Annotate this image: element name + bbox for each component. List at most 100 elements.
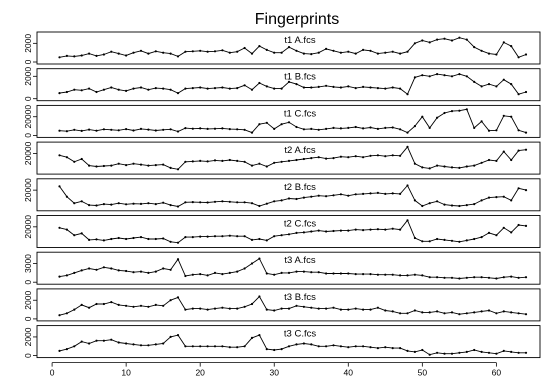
data-point — [354, 193, 357, 196]
data-point — [191, 160, 194, 163]
data-point — [280, 87, 283, 90]
series-line — [59, 73, 527, 95]
data-point — [110, 237, 113, 241]
data-point — [495, 277, 498, 280]
y-tick-label: 20000 — [23, 105, 33, 129]
data-point — [391, 126, 394, 129]
data-point — [421, 240, 424, 243]
data-point — [95, 54, 98, 58]
data-point — [428, 311, 431, 314]
data-point — [428, 353, 431, 356]
data-point — [236, 346, 239, 349]
data-point — [384, 309, 387, 312]
data-point — [117, 236, 120, 240]
data-point — [354, 52, 357, 55]
data-point — [265, 272, 268, 275]
data-point — [332, 126, 335, 129]
data-point — [517, 276, 520, 279]
data-point — [287, 121, 291, 124]
data-point — [287, 80, 291, 83]
data-point — [184, 345, 187, 348]
data-point — [502, 78, 505, 81]
data-point — [339, 345, 342, 348]
data-point — [236, 159, 239, 162]
y-tick-label: 0 — [23, 59, 33, 64]
data-point — [88, 52, 91, 55]
x-tick-label: 50 — [418, 368, 428, 378]
data-point — [465, 38, 468, 41]
data-point — [258, 123, 261, 126]
data-point — [228, 346, 231, 349]
data-point — [154, 343, 157, 346]
panel-title: t2 C.fcs — [284, 219, 316, 230]
data-point — [199, 201, 202, 204]
data-point — [450, 352, 454, 355]
data-point — [221, 159, 224, 162]
data-point — [406, 145, 409, 148]
data-point — [487, 52, 491, 55]
data-point — [154, 270, 157, 273]
data-point — [80, 269, 83, 272]
data-point — [332, 229, 335, 233]
data-point — [221, 273, 224, 276]
y-tick-label: 0 — [23, 316, 33, 321]
data-point — [421, 311, 424, 314]
data-point — [73, 234, 76, 237]
data-point — [487, 231, 491, 234]
data-point — [325, 157, 328, 160]
data-point — [287, 159, 291, 162]
data-point — [443, 37, 446, 40]
data-point — [443, 111, 446, 115]
data-point — [436, 276, 439, 279]
data-point — [273, 235, 276, 238]
data-point — [117, 269, 120, 272]
data-point — [317, 85, 320, 88]
data-point — [73, 88, 76, 91]
data-point — [325, 84, 328, 87]
data-point — [502, 226, 505, 229]
data-point — [310, 195, 313, 198]
data-point — [465, 165, 468, 168]
data-point — [88, 87, 91, 90]
data-point — [80, 89, 83, 92]
data-point — [139, 236, 143, 239]
y-tick-label: 20000 — [23, 141, 33, 165]
data-point — [176, 334, 180, 337]
data-point — [376, 127, 379, 130]
data-point — [354, 125, 357, 129]
data-point — [354, 273, 357, 276]
data-point — [362, 273, 365, 276]
data-point — [347, 85, 350, 88]
data-point — [139, 86, 143, 89]
data-point — [339, 308, 342, 311]
data-point — [117, 341, 120, 344]
data-point — [458, 240, 461, 243]
data-point — [213, 200, 217, 203]
data-point — [325, 195, 328, 198]
x-tick-label: 60 — [492, 368, 502, 378]
data-point — [88, 238, 91, 241]
data-point — [243, 201, 246, 204]
data-point — [243, 345, 246, 348]
data-point — [125, 128, 128, 131]
data-point — [480, 236, 483, 239]
data-point — [221, 49, 224, 52]
data-point — [465, 350, 468, 353]
data-point — [310, 86, 313, 89]
data-point — [265, 121, 268, 124]
data-point — [362, 127, 365, 130]
data-point — [458, 313, 461, 316]
data-point — [102, 203, 105, 206]
data-point — [65, 195, 68, 198]
data-point — [258, 334, 261, 337]
data-point — [236, 201, 239, 204]
data-point — [176, 168, 180, 171]
data-point — [265, 308, 268, 311]
data-point — [495, 352, 498, 355]
data-point — [132, 202, 135, 205]
data-point — [147, 305, 150, 308]
data-point — [110, 86, 113, 89]
y-tick-label: 2000 — [23, 34, 33, 53]
data-point — [73, 345, 76, 348]
data-point — [347, 50, 350, 53]
